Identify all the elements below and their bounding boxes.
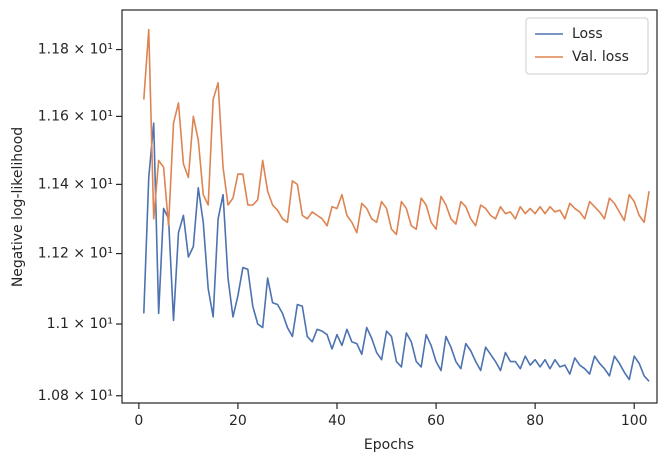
x-axis-label: Epochs (364, 437, 414, 453)
series-line (143, 28, 650, 236)
y-axis-label: Negative log-likelihood (10, 127, 26, 287)
y-tick-label: 1.16 × 10¹ (38, 108, 113, 124)
y-tick-label: 1.1 × 10¹ (47, 316, 113, 332)
x-tick-label: 60 (427, 413, 445, 429)
x-tick-label: 0 (134, 413, 143, 429)
legend-box (525, 17, 649, 75)
x-tick-label: 20 (229, 413, 247, 429)
series-line (143, 122, 650, 382)
legend-label: Val. loss (572, 49, 629, 65)
y-tick-label: 1.08 × 10¹ (38, 388, 113, 404)
x-tick-label: 100 (621, 413, 648, 429)
x-tick-label: 40 (328, 413, 346, 429)
legend-label: Loss (572, 26, 603, 42)
y-tick-label: 1.18 × 10¹ (38, 42, 113, 58)
x-tick-label: 80 (526, 413, 544, 429)
axes-frame (121, 9, 658, 404)
y-tick-label: 1.14 × 10¹ (38, 176, 113, 192)
y-tick-label: 1.12 × 10¹ (38, 246, 113, 262)
